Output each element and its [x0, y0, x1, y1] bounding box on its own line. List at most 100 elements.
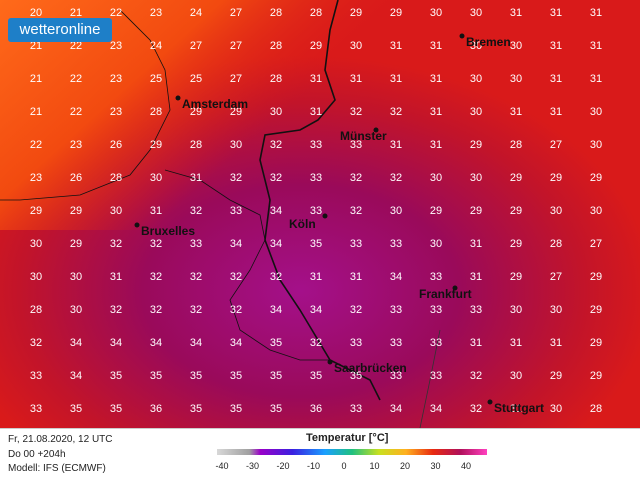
- temperature-value: 32: [150, 271, 162, 283]
- temperature-value: 31: [470, 238, 482, 250]
- temperature-value: 28: [190, 139, 202, 151]
- temperature-value: 31: [390, 73, 402, 85]
- temperature-value: 30: [470, 73, 482, 85]
- temperature-value: 21: [70, 7, 82, 19]
- temperature-value: 31: [510, 7, 522, 19]
- temperature-value: 35: [310, 238, 322, 250]
- temperature-value: 29: [510, 238, 522, 250]
- temperature-value: 29: [590, 370, 602, 382]
- temperature-value: 29: [510, 271, 522, 283]
- temperature-value: 32: [110, 238, 122, 250]
- temperature-value: 27: [550, 271, 562, 283]
- temperature-value: 22: [30, 139, 42, 151]
- temperature-value: 29: [350, 7, 362, 19]
- city-markers: Bremen Amsterdam Münster Köln Bruxelles Frank…: [134, 33, 544, 415]
- temperature-value: 33: [30, 370, 42, 382]
- temperature-value: 35: [190, 370, 202, 382]
- legend-title: Temperatur [°C]: [306, 432, 389, 444]
- city-label: Münster: [340, 129, 387, 143]
- city-label: Frankfurt: [419, 287, 472, 301]
- temperature-value: 27: [230, 7, 242, 19]
- temperature-value: 28: [270, 73, 282, 85]
- temperature-value: 35: [110, 403, 122, 415]
- city-label: Bruxelles: [141, 224, 195, 238]
- temperature-value: 28: [30, 304, 42, 316]
- temperature-value: 35: [190, 403, 202, 415]
- temperature-value: 29: [470, 139, 482, 151]
- temperature-value: 31: [390, 139, 402, 151]
- temperature-value: 30: [590, 106, 602, 118]
- temperature-value: 27: [230, 73, 242, 85]
- temperature-value: 32: [350, 304, 362, 316]
- temperature-value: 30: [550, 403, 562, 415]
- temperature-value: 29: [390, 7, 402, 19]
- temperature-value: 31: [470, 271, 482, 283]
- temperature-value: 33: [470, 304, 482, 316]
- temperature-value: 30: [470, 40, 482, 52]
- temperature-value: 35: [270, 337, 282, 349]
- temperature-value: 25: [190, 73, 202, 85]
- temperature-value: 35: [230, 403, 242, 415]
- temperature-value: 32: [390, 172, 402, 184]
- temperature-value: 26: [110, 139, 122, 151]
- temperature-value: 31: [350, 73, 362, 85]
- temperature-value: 35: [270, 403, 282, 415]
- temperature-value: 31: [310, 106, 322, 118]
- temperature-value: 33: [390, 370, 402, 382]
- temperature-value: 23: [150, 7, 162, 19]
- temperature-value: 32: [230, 304, 242, 316]
- temperature-value: 21: [30, 40, 42, 52]
- temperature-value: 28: [270, 7, 282, 19]
- temperature-value: 29: [430, 205, 442, 217]
- temperature-value: 33: [230, 205, 242, 217]
- temperature-value: 23: [30, 172, 42, 184]
- temperature-value: 30: [110, 205, 122, 217]
- temperature-value: 29: [590, 172, 602, 184]
- temperature-value: 29: [510, 172, 522, 184]
- temperature-value: 30: [30, 271, 42, 283]
- temperature-value: 31: [350, 271, 362, 283]
- temperature-value: 35: [230, 370, 242, 382]
- temperature-value: 29: [70, 205, 82, 217]
- temperature-value: 31: [510, 337, 522, 349]
- temperature-value: 30: [230, 139, 242, 151]
- temperature-value: 31: [470, 337, 482, 349]
- temperature-value: 35: [310, 370, 322, 382]
- temperature-value: 35: [70, 403, 82, 415]
- temperature-value: 33: [350, 139, 362, 151]
- temperature-value: 32: [270, 271, 282, 283]
- temperature-value: 35: [270, 370, 282, 382]
- temperature-value: 33: [190, 238, 202, 250]
- temperature-value: 33: [30, 403, 42, 415]
- temperature-value: 31: [430, 139, 442, 151]
- river-rhine: [419, 329, 441, 428]
- legend-color-bar: [217, 449, 487, 455]
- temperature-value: 30: [390, 205, 402, 217]
- temperature-value: 32: [470, 370, 482, 382]
- temperature-value: 29: [190, 106, 202, 118]
- temperature-value: 34: [70, 337, 82, 349]
- temperature-value: 29: [230, 106, 242, 118]
- temperature-value: 29: [550, 172, 562, 184]
- temperature-value: 34: [270, 205, 282, 217]
- temperature-value: 30: [270, 106, 282, 118]
- temperature-value: 30: [510, 370, 522, 382]
- temperature-value: 30: [470, 172, 482, 184]
- city-dot: [452, 285, 458, 291]
- temperature-value: 31: [430, 106, 442, 118]
- temperature-value: 24: [150, 40, 162, 52]
- temperature-value: 22: [110, 7, 122, 19]
- legend-tick-label: 30: [430, 461, 440, 471]
- temperature-value: 36: [310, 403, 322, 415]
- model-name: Modell: IFS (ECMWF): [8, 463, 106, 474]
- temperature-value: 34: [270, 304, 282, 316]
- temperature-value: 30: [70, 304, 82, 316]
- temperature-value: 33: [430, 337, 442, 349]
- city-dot: [373, 127, 379, 133]
- wetteronline-logo[interactable]: wetteronline: [8, 18, 112, 42]
- temperature-value: 34: [150, 337, 162, 349]
- temperature-value: 33: [430, 370, 442, 382]
- temperature-value: 27: [550, 139, 562, 151]
- city-label: Bremen: [466, 35, 511, 49]
- temperature-value: 34: [310, 304, 322, 316]
